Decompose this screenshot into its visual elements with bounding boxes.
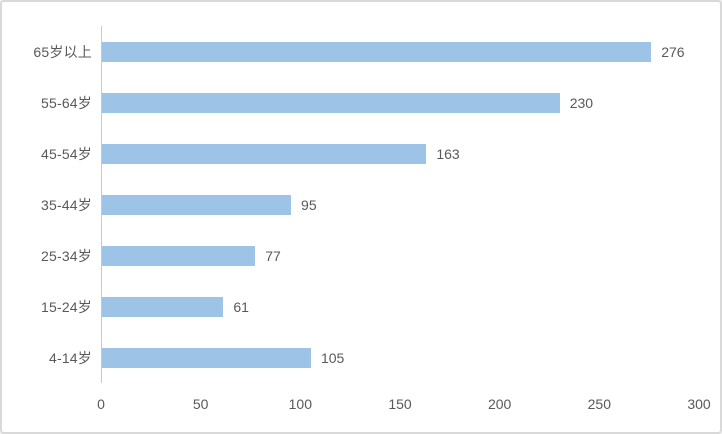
bar-row-15-24: 15-24岁 61 xyxy=(41,281,699,332)
x-axis: 0 50 100 150 200 250 300 xyxy=(97,396,711,418)
value-label: 95 xyxy=(301,196,317,213)
bar-25-34 xyxy=(102,245,256,266)
x-axis-tick: 300 xyxy=(687,396,711,412)
x-axis-tick: 50 xyxy=(192,396,209,412)
bar-row-25-34: 25-34岁 77 xyxy=(41,230,699,281)
category-label: 4-14岁 xyxy=(48,349,92,366)
bar-row-35-44: 35-44岁 95 xyxy=(41,179,699,230)
value-label: 61 xyxy=(233,298,249,315)
bar-35-44 xyxy=(102,194,292,215)
bar-55-64 xyxy=(102,92,560,113)
bar-45-54 xyxy=(102,143,427,164)
bar-row-65-plus: 65岁以上 276 xyxy=(33,26,699,77)
value-label: 230 xyxy=(569,94,594,111)
plot-area: 65岁以上 276 55-64岁 230 45-54岁 163 35-44岁 9… xyxy=(33,26,699,383)
value-label: 105 xyxy=(320,349,345,366)
category-label: 55-64岁 xyxy=(40,94,92,111)
bar-4-14 xyxy=(102,347,311,368)
bar-row-55-64: 55-64岁 230 xyxy=(41,77,699,128)
category-label: 65岁以上 xyxy=(33,43,92,60)
value-label: 163 xyxy=(436,145,460,162)
bar-15-24 xyxy=(102,296,224,317)
bar-65-plus xyxy=(102,41,652,62)
bar-row-4-14: 4-14岁 105 xyxy=(49,332,699,383)
bar-row-45-54: 45-54岁 163 xyxy=(41,128,699,179)
category-label: 35-44岁 xyxy=(40,196,92,213)
value-label: 77 xyxy=(265,247,281,264)
x-axis-tick: 200 xyxy=(487,396,512,412)
x-axis-tick: 100 xyxy=(288,396,313,412)
x-axis-tick: 150 xyxy=(388,396,412,412)
x-axis-tick: 250 xyxy=(587,396,612,412)
category-label: 15-24岁 xyxy=(40,298,92,315)
value-label: 276 xyxy=(661,43,685,60)
x-axis-tick: 0 xyxy=(97,396,105,412)
category-label: 25-34岁 xyxy=(40,247,92,264)
category-label: 45-54岁 xyxy=(40,145,92,162)
